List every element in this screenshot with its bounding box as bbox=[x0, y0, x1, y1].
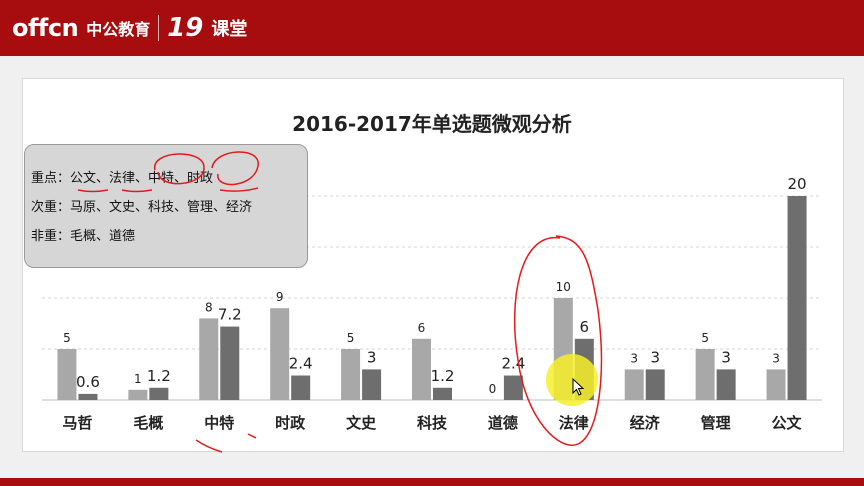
bar-科技-s2 bbox=[433, 387, 452, 400]
bar-文史-s1 bbox=[341, 349, 361, 400]
bar-管理-s2 bbox=[716, 369, 736, 400]
bar-马哲-s1 bbox=[57, 349, 77, 400]
data-label-时政-s1: 9 bbox=[276, 290, 284, 304]
channel-name: 课堂 bbox=[211, 19, 248, 40]
chart-title: 2016-2017年单选题微观分析 bbox=[292, 112, 572, 136]
bar-道德-s2 bbox=[503, 375, 523, 400]
data-label-时政-s2: 2.4 bbox=[289, 355, 313, 373]
notes-box: 重点：公文、法律、中特、时政 次重：马原、文史、科技、管理、经济 非重：毛概、道… bbox=[24, 144, 308, 268]
data-label-道德-s1: 0 bbox=[489, 382, 497, 396]
data-label-毛概-s2: 1.2 bbox=[147, 367, 171, 385]
data-label-管理-s2: 3 bbox=[721, 348, 731, 366]
notes-secondary: 次重：马原、文史、科技、管理、经济 bbox=[31, 200, 253, 215]
bar-毛概-s1 bbox=[128, 389, 148, 400]
bar-管理-s1 bbox=[695, 349, 715, 400]
bar-中特-s1 bbox=[199, 318, 219, 400]
category-label-道德: 道德 bbox=[488, 414, 518, 432]
bar-经济-s2 bbox=[645, 369, 665, 400]
category-label-毛概: 毛概 bbox=[133, 414, 163, 432]
bar-经济-s1 bbox=[624, 369, 644, 400]
data-label-中特-s2: 7.2 bbox=[218, 306, 242, 324]
data-label-经济-s2: 3 bbox=[650, 348, 660, 366]
bar-中特-s2 bbox=[220, 326, 240, 400]
mouse-cursor-icon bbox=[572, 378, 584, 396]
bar-科技-s1 bbox=[412, 338, 431, 400]
category-label-管理: 管理 bbox=[701, 414, 731, 432]
data-label-法律-s2: 6 bbox=[580, 318, 590, 336]
brand-divider bbox=[158, 15, 160, 41]
bar-时政-s1 bbox=[270, 308, 290, 400]
bar-公文-s2 bbox=[787, 196, 807, 400]
offcn-name: 中公教育 bbox=[86, 20, 151, 39]
bar-公文-s1 bbox=[766, 369, 786, 400]
category-label-公文: 公文 bbox=[772, 414, 803, 432]
category-label-时政: 时政 bbox=[275, 414, 306, 432]
category-label-文史: 文史 bbox=[346, 414, 377, 432]
category-label-马哲: 马哲 bbox=[62, 414, 92, 432]
bar-马哲-s2 bbox=[78, 393, 98, 400]
category-label-科技: 科技 bbox=[417, 414, 448, 432]
data-label-公文-s1: 3 bbox=[772, 351, 780, 365]
data-label-科技-s2: 1.2 bbox=[431, 367, 455, 385]
data-label-法律-s1: 10 bbox=[556, 280, 571, 294]
data-label-科技-s1: 6 bbox=[418, 321, 426, 335]
data-label-文史-s1: 5 bbox=[347, 331, 355, 345]
data-label-经济-s1: 3 bbox=[630, 351, 638, 365]
data-label-管理-s1: 5 bbox=[701, 331, 709, 345]
data-label-毛概-s1: 1 bbox=[134, 372, 142, 386]
category-label-经济: 经济 bbox=[630, 414, 661, 432]
category-label-中特: 中特 bbox=[204, 414, 234, 432]
data-label-文史-s2: 3 bbox=[367, 348, 377, 366]
bar-时政-s2 bbox=[291, 375, 311, 400]
data-label-道德-s2: 2.4 bbox=[501, 355, 525, 373]
data-label-马哲-s1: 5 bbox=[63, 331, 71, 345]
bar-法律-s1 bbox=[553, 298, 573, 400]
notes-key: 重点：公文、法律、中特、时政 bbox=[31, 171, 214, 186]
data-label-马哲-s2: 0.6 bbox=[76, 373, 100, 391]
data-label-中特-s1: 8 bbox=[205, 300, 213, 314]
bar-毛概-s2 bbox=[149, 387, 169, 400]
offcn-logo: offcn bbox=[12, 14, 79, 42]
footer-bar bbox=[0, 478, 864, 486]
header-bar: offcn 中公教育 19 课堂 bbox=[0, 0, 864, 56]
brand-logo: offcn 中公教育 19 课堂 bbox=[12, 10, 247, 46]
bar-文史-s2 bbox=[362, 369, 382, 400]
data-label-公文-s2: 20 bbox=[787, 175, 806, 193]
notes-minor: 非重：毛概、道德 bbox=[31, 229, 136, 244]
channel-number: 19 bbox=[167, 13, 204, 43]
category-label-法律: 法律 bbox=[559, 414, 589, 432]
